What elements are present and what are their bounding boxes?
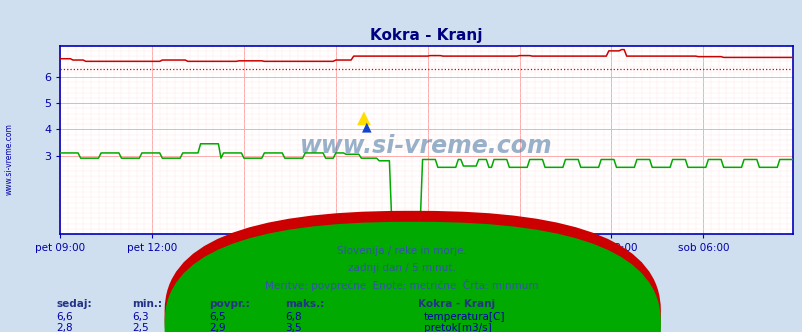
Text: ▲: ▲ (357, 109, 371, 127)
Text: 6,6: 6,6 (56, 312, 73, 322)
Text: 6,8: 6,8 (285, 312, 302, 322)
Text: www.si-vreme.com: www.si-vreme.com (300, 134, 552, 158)
Text: temperatura[C]: temperatura[C] (423, 312, 504, 322)
Text: 3,5: 3,5 (285, 323, 302, 332)
Text: 2,9: 2,9 (209, 323, 225, 332)
Text: povpr.:: povpr.: (209, 299, 249, 309)
Text: ▲: ▲ (362, 121, 371, 134)
Text: Meritve: povprečne  Enote: metrične  Črta: minmum: Meritve: povprečne Enote: metrične Črta:… (265, 279, 537, 290)
Text: pretok[m3/s]: pretok[m3/s] (423, 323, 491, 332)
Text: 2,5: 2,5 (132, 323, 149, 332)
Text: maks.:: maks.: (285, 299, 324, 309)
Text: www.si-vreme.com: www.si-vreme.com (5, 124, 14, 195)
Text: 2,8: 2,8 (56, 323, 73, 332)
Text: 6,5: 6,5 (209, 312, 225, 322)
Text: 6,3: 6,3 (132, 312, 149, 322)
Title: Kokra - Kranj: Kokra - Kranj (370, 28, 482, 42)
Text: sedaj:: sedaj: (56, 299, 91, 309)
Text: min.:: min.: (132, 299, 162, 309)
Text: Slovenija / reke in morje.: Slovenija / reke in morje. (336, 246, 466, 256)
Text: zadnji dan / 5 minut.: zadnji dan / 5 minut. (347, 263, 455, 273)
Text: Kokra - Kranj: Kokra - Kranj (417, 299, 494, 309)
